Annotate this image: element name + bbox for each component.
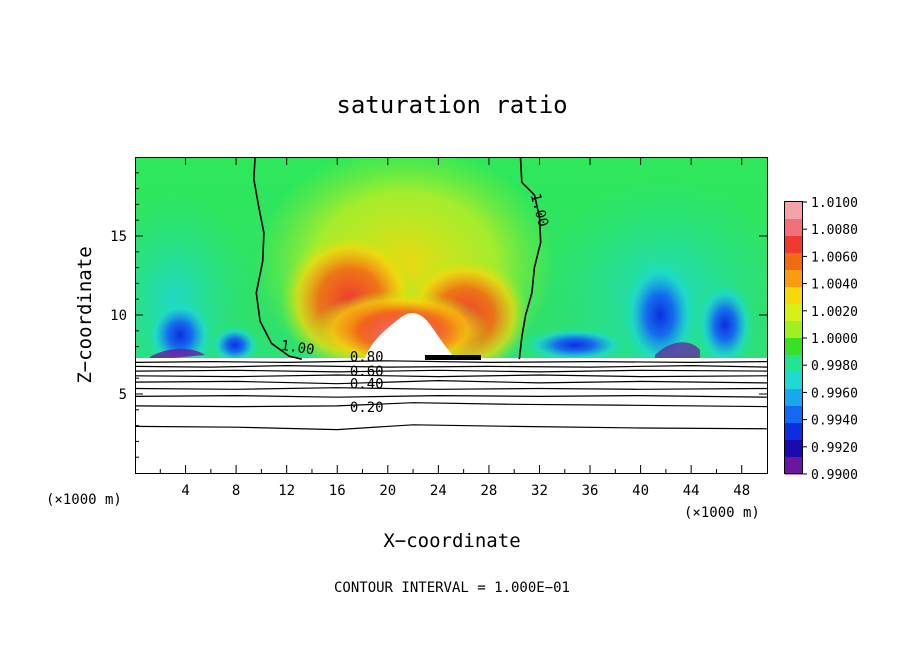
contour-line [135, 374, 767, 378]
contour-lines: 1.001.000.800.600.400.20 [135, 157, 767, 431]
colorbar-label: 0.9920 [811, 441, 858, 456]
x-tick-label: 12 [278, 483, 295, 499]
colorbar-swatch [785, 338, 803, 356]
x-axis-label: X−coordinate [383, 530, 520, 552]
x-tick-label: 20 [379, 483, 396, 499]
x-tick-label: 48 [733, 483, 750, 499]
colorbar-label: 1.0100 [811, 196, 858, 211]
y-tick-label: 10 [110, 308, 127, 324]
contour-line [135, 369, 767, 373]
contour-label: 0.80 [350, 350, 384, 366]
y-axis-label: Z−coordinate [74, 246, 96, 383]
contour-line [135, 394, 767, 398]
colorbar-swatch [785, 406, 803, 424]
colorbar-swatch [785, 389, 803, 407]
colorbar-swatch [785, 253, 803, 271]
x-tick-label: 8 [232, 483, 240, 499]
contour-interval-label: CONTOUR INTERVAL = 1.000E−01 [334, 580, 570, 596]
plot-area: 1.001.000.800.600.400.20 [135, 157, 767, 473]
contour-label: 0.20 [350, 400, 384, 416]
colorbar-swatch [785, 423, 803, 441]
colorbar-label: 0.9960 [811, 386, 858, 401]
colorbar-swatch [785, 270, 803, 288]
colorbar-swatch [785, 236, 803, 254]
colorbar-label: 0.9940 [811, 414, 858, 429]
contour-label: 1.00 [280, 338, 316, 359]
colorbar-label: 1.0000 [811, 332, 858, 347]
contour-label: 0.60 [350, 364, 384, 380]
colorbar-frame [784, 201, 803, 474]
contour-line [518, 157, 542, 360]
x-tick-label: 24 [430, 483, 447, 499]
contour-line [135, 360, 767, 364]
colorbar: 1.0100 1.0080 1.0060 1.0040 1.0020 1.0000 0.99… [785, 196, 858, 483]
below-cloud-base [135, 358, 767, 473]
colorbar-swatch [785, 287, 803, 305]
colorbar-label: 1.0040 [811, 278, 858, 293]
chart-title: saturation ratio [336, 91, 567, 119]
colorbar-swatch [785, 321, 803, 339]
colorbar-swatch [785, 372, 803, 390]
colorbar-label: 0.9980 [811, 359, 858, 374]
field-purple-left [150, 348, 205, 360]
x-tick-label: 28 [480, 483, 497, 499]
colorbar-label: 1.0080 [811, 223, 858, 238]
x-tick-label: 36 [582, 483, 599, 499]
contour-line [135, 364, 767, 368]
field-blue-right2 [695, 280, 755, 370]
contour-line [135, 387, 767, 390]
y-tick-label: 5 [119, 387, 127, 403]
colorbar-label: 1.0060 [811, 250, 858, 265]
colorbar-swatch [785, 219, 803, 237]
colorbar-label: 0.9900 [811, 468, 858, 483]
colorbar-swatch [785, 440, 803, 458]
contour-line [135, 424, 767, 431]
x-unit-label: (×1000 m) [684, 505, 760, 521]
field-blue-left2 [210, 325, 260, 365]
colorbar-swatch [785, 202, 803, 220]
x-tick-label: 40 [632, 483, 649, 499]
contour-line [135, 379, 767, 385]
field-purple-right [655, 342, 700, 358]
contour-label: 0.40 [350, 376, 384, 392]
colorbar-swatch [785, 457, 803, 475]
x-tick-label: 32 [531, 483, 548, 499]
x-tick-label: 44 [683, 483, 700, 499]
field-white-peak [365, 313, 455, 358]
contour-line [252, 157, 302, 360]
x-tick-label: 4 [181, 483, 189, 499]
y-unit-label: (×1000 m) [46, 492, 122, 508]
contour-line [135, 402, 767, 408]
y-tick-label: 15 [110, 229, 127, 245]
colorbar-swatch [785, 304, 803, 322]
colorbar-swatch [785, 355, 803, 373]
surface-feature-bar [425, 355, 481, 360]
x-axis: 4 8 12 16 20 24 28 32 36 40 44 48 [159, 157, 750, 499]
colorbar-label: 1.0020 [811, 305, 858, 320]
field-blue-mid [520, 327, 630, 363]
x-tick-label: 16 [329, 483, 346, 499]
y-axis: 5 10 15 [110, 172, 767, 458]
